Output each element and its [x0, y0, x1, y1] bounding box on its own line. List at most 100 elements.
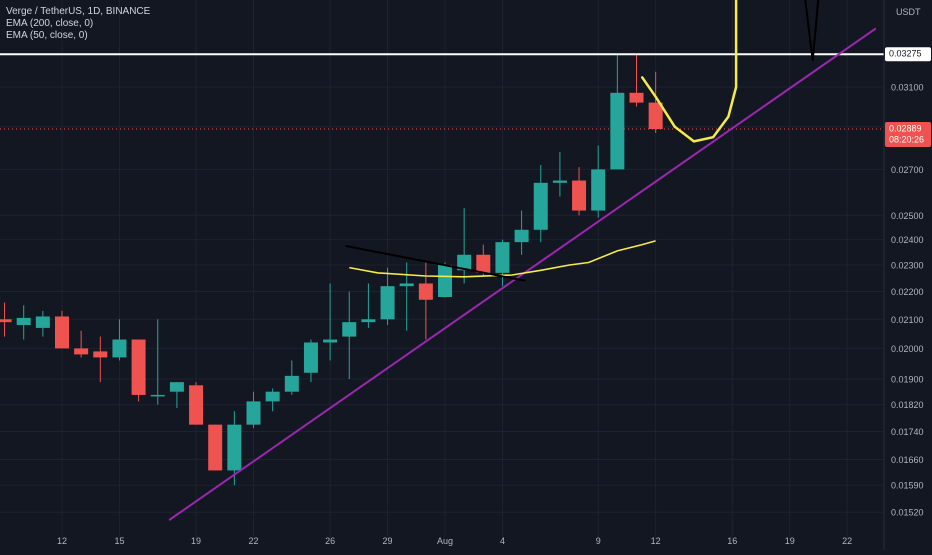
- time-tick-label: 22: [248, 536, 258, 546]
- time-tick-label: 16: [727, 536, 737, 546]
- time-tick-label: Aug: [437, 536, 453, 546]
- candle-down[interactable]: [476, 244, 491, 276]
- price-tick-label: 0.03100: [891, 83, 924, 93]
- currency-label: USDT: [896, 7, 921, 17]
- candle-body: [169, 382, 184, 392]
- candle-up[interactable]: [361, 283, 376, 328]
- candle-up[interactable]: [552, 151, 567, 197]
- symbol-title[interactable]: Verge / TetherUS, 1D, BINANCE: [6, 6, 151, 17]
- price-tick-label: 0.02200: [891, 287, 924, 297]
- current-price-tag-text: 08:20:26: [889, 135, 924, 145]
- price-tick-label: 0.01740: [891, 427, 924, 437]
- candle-body: [284, 375, 299, 392]
- black-wick-drawing[interactable]: [804, 0, 820, 61]
- time-tick-label: 19: [785, 536, 795, 546]
- candle-down[interactable]: [648, 71, 663, 133]
- price-tick-label: 0.01820: [891, 400, 924, 410]
- candle-up[interactable]: [112, 319, 127, 361]
- candle-body: [323, 339, 338, 343]
- candle-body: [208, 424, 223, 471]
- grid: [0, 0, 884, 540]
- time-tick-label: 22: [842, 536, 852, 546]
- candle-body: [55, 316, 69, 349]
- time-tick-label: 4: [500, 536, 505, 546]
- candle-body: [418, 283, 433, 300]
- black-drawn-line[interactable]: [345, 244, 526, 282]
- candle-up[interactable]: [457, 208, 472, 284]
- candle-up[interactable]: [495, 239, 510, 287]
- candle-up[interactable]: [438, 262, 452, 298]
- time-tick-label: 15: [114, 536, 124, 546]
- candle-down[interactable]: [189, 382, 204, 425]
- candle-up[interactable]: [514, 210, 529, 255]
- time-tick-label: 9: [596, 536, 601, 546]
- price-tick-label: 0.02100: [891, 315, 924, 325]
- candle-body: [361, 319, 376, 323]
- candle-down[interactable]: [74, 330, 89, 358]
- candle-body: [572, 180, 587, 211]
- candle-body: [189, 385, 204, 425]
- candle-body: [246, 401, 261, 425]
- time-tick-label: 29: [383, 536, 393, 546]
- candle-up[interactable]: [16, 305, 31, 340]
- price-tick-label: 0.01590: [891, 481, 924, 491]
- price-tick-label: 0.02000: [891, 344, 924, 354]
- candle-up[interactable]: [610, 54, 625, 170]
- candle-body: [514, 229, 529, 243]
- candle-body: [591, 169, 606, 211]
- candle-up[interactable]: [380, 267, 395, 326]
- candles: [0, 54, 663, 486]
- candle-down[interactable]: [0, 302, 12, 337]
- candle-down[interactable]: [208, 424, 223, 471]
- ema-200-legend[interactable]: EMA (200, close, 0): [6, 18, 94, 29]
- time-tick-label: 19: [191, 536, 201, 546]
- candle-down[interactable]: [55, 310, 69, 349]
- time-tick-label: 12: [651, 536, 661, 546]
- candle-up[interactable]: [265, 388, 280, 412]
- ema-line: [349, 240, 656, 278]
- candle-down[interactable]: [418, 262, 433, 340]
- candle-down[interactable]: [131, 339, 146, 402]
- chart-legend: Verge / TetherUS, 1D, BINANCE EMA (200, …: [6, 6, 150, 42]
- candle-up[interactable]: [342, 291, 357, 380]
- time-tick-label: 12: [57, 536, 67, 546]
- candle-up[interactable]: [284, 360, 299, 395]
- price-tick-label: 0.02400: [891, 235, 924, 245]
- price-axis: 0.031000.029000.027000.025000.024000.023…: [883, 0, 931, 550]
- price-tick-label: 0.01520: [891, 508, 924, 518]
- candle-down[interactable]: [93, 336, 108, 383]
- candle-body: [35, 316, 50, 328]
- price-tick-label: 0.02500: [891, 211, 924, 221]
- candle-body: [648, 102, 663, 130]
- candle-up[interactable]: [323, 283, 338, 361]
- candle-down[interactable]: [572, 167, 587, 216]
- candle-up[interactable]: [533, 165, 548, 243]
- current-price-tag-bg: [885, 122, 931, 148]
- yellow-projection-path[interactable]: [640, 0, 738, 143]
- candle-body: [112, 339, 127, 358]
- ema-50-legend[interactable]: EMA (50, close, 0): [6, 30, 88, 41]
- candle-down[interactable]: [629, 54, 644, 107]
- candle-up[interactable]: [150, 319, 165, 405]
- price-tick-label: 0.01660: [891, 455, 924, 465]
- candle-body: [629, 92, 644, 103]
- candle-body: [265, 391, 280, 402]
- support-trendline[interactable]: [168, 27, 877, 521]
- time-tick-label: 26: [325, 536, 335, 546]
- candle-up[interactable]: [246, 391, 261, 429]
- candle-up[interactable]: [169, 382, 184, 408]
- candle-body: [131, 339, 146, 395]
- candle-body: [342, 322, 357, 337]
- candle-body: [495, 242, 510, 273]
- candle-up[interactable]: [399, 262, 414, 331]
- candle-up[interactable]: [591, 145, 606, 218]
- candle-up[interactable]: [35, 310, 50, 337]
- candle-body: [552, 180, 567, 183]
- candle-body: [150, 394, 165, 397]
- candle-up[interactable]: [227, 411, 242, 486]
- candle-up[interactable]: [303, 339, 318, 383]
- candle-body: [227, 424, 242, 471]
- candle-body: [438, 265, 452, 298]
